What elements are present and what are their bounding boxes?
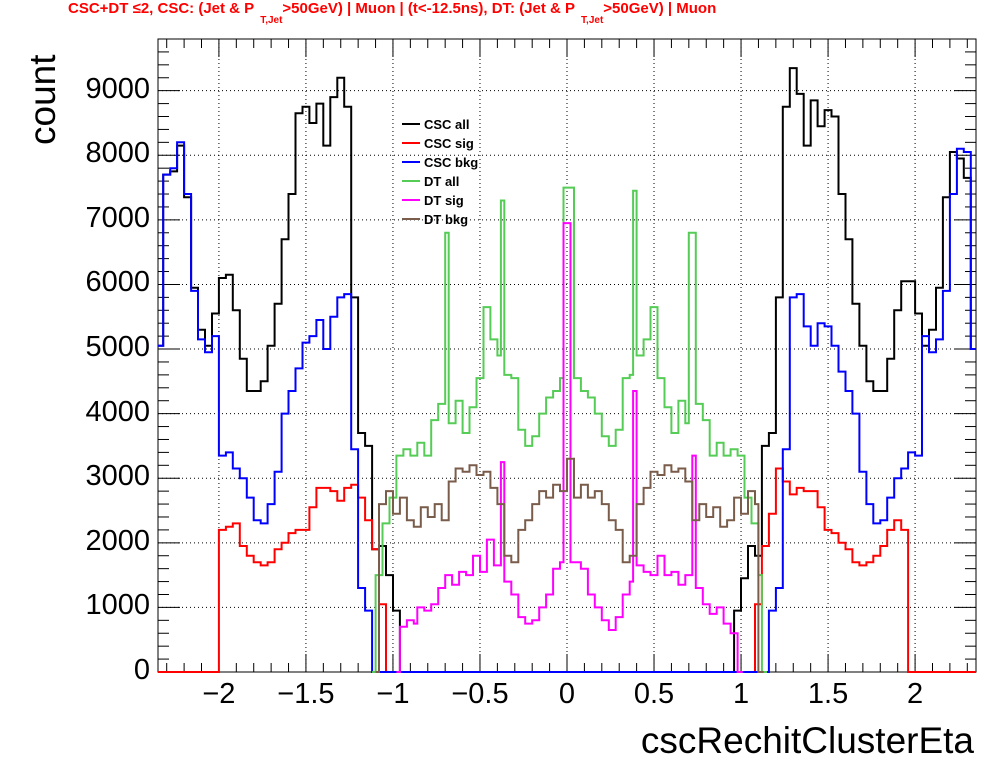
x-tick-label: 0.5 — [633, 678, 675, 710]
x-tick-label: −2 — [202, 678, 236, 710]
title-part-1: CSC+DT ≤2, CSC: (Jet & P — [68, 0, 255, 17]
legend-entry-dt-sig: DT sig — [424, 193, 464, 208]
title-subscript-2: T,Jet — [581, 15, 604, 26]
title-part-3: >50GeV) | Muon — [603, 0, 717, 17]
chart-title: CSC+DT ≤2, CSC: (Jet & PT,Jet>50GeV) | M… — [68, 0, 717, 26]
x-tick-label: −0.5 — [451, 678, 509, 710]
y-tick-label: 4000 — [85, 395, 150, 428]
y-tick-label: 3000 — [85, 460, 150, 493]
legend-entry-csc-all: CSC all — [424, 117, 470, 132]
y-axis-label: count — [22, 54, 63, 145]
title-subscript-1: T,Jet — [260, 15, 283, 26]
x-tick-label: 1.5 — [807, 678, 849, 710]
x-tick-label: 1 — [732, 678, 750, 710]
legend-entry-dt-bkg: DT bkg — [424, 212, 468, 227]
y-tick-label: 9000 — [85, 72, 150, 105]
series-csc-sig — [158, 467, 976, 673]
y-tick-label: 6000 — [85, 266, 150, 299]
x-tick-label: −1 — [376, 678, 410, 710]
y-tick-label: 5000 — [85, 331, 150, 364]
legend-entry-csc-sig: CSC sig — [424, 136, 474, 151]
series-dt-bkg — [375, 457, 764, 673]
title-part-2: >50GeV) | Muon | (t<-12.5ns), DT: (Jet &… — [282, 0, 576, 17]
series-dt-all — [372, 186, 768, 673]
y-tick-label: 7000 — [85, 201, 150, 234]
y-tick-label: 1000 — [85, 589, 150, 622]
legend-entry-csc-bkg: CSC bkg — [424, 155, 478, 170]
x-tick-label: 0 — [558, 678, 576, 710]
y-tick-label: 2000 — [85, 524, 150, 557]
legend-entry-dt-all: DT all — [424, 174, 459, 189]
series-csc-all — [158, 67, 976, 673]
x-axis-label: cscRechitClusterEta — [640, 720, 974, 761]
y-tick-label: 8000 — [85, 137, 150, 170]
y-tick-label: 0 — [133, 654, 150, 686]
x-tick-label: 2 — [907, 678, 924, 710]
series-dt-sig — [396, 222, 743, 673]
x-tick-label: −1.5 — [277, 678, 335, 710]
